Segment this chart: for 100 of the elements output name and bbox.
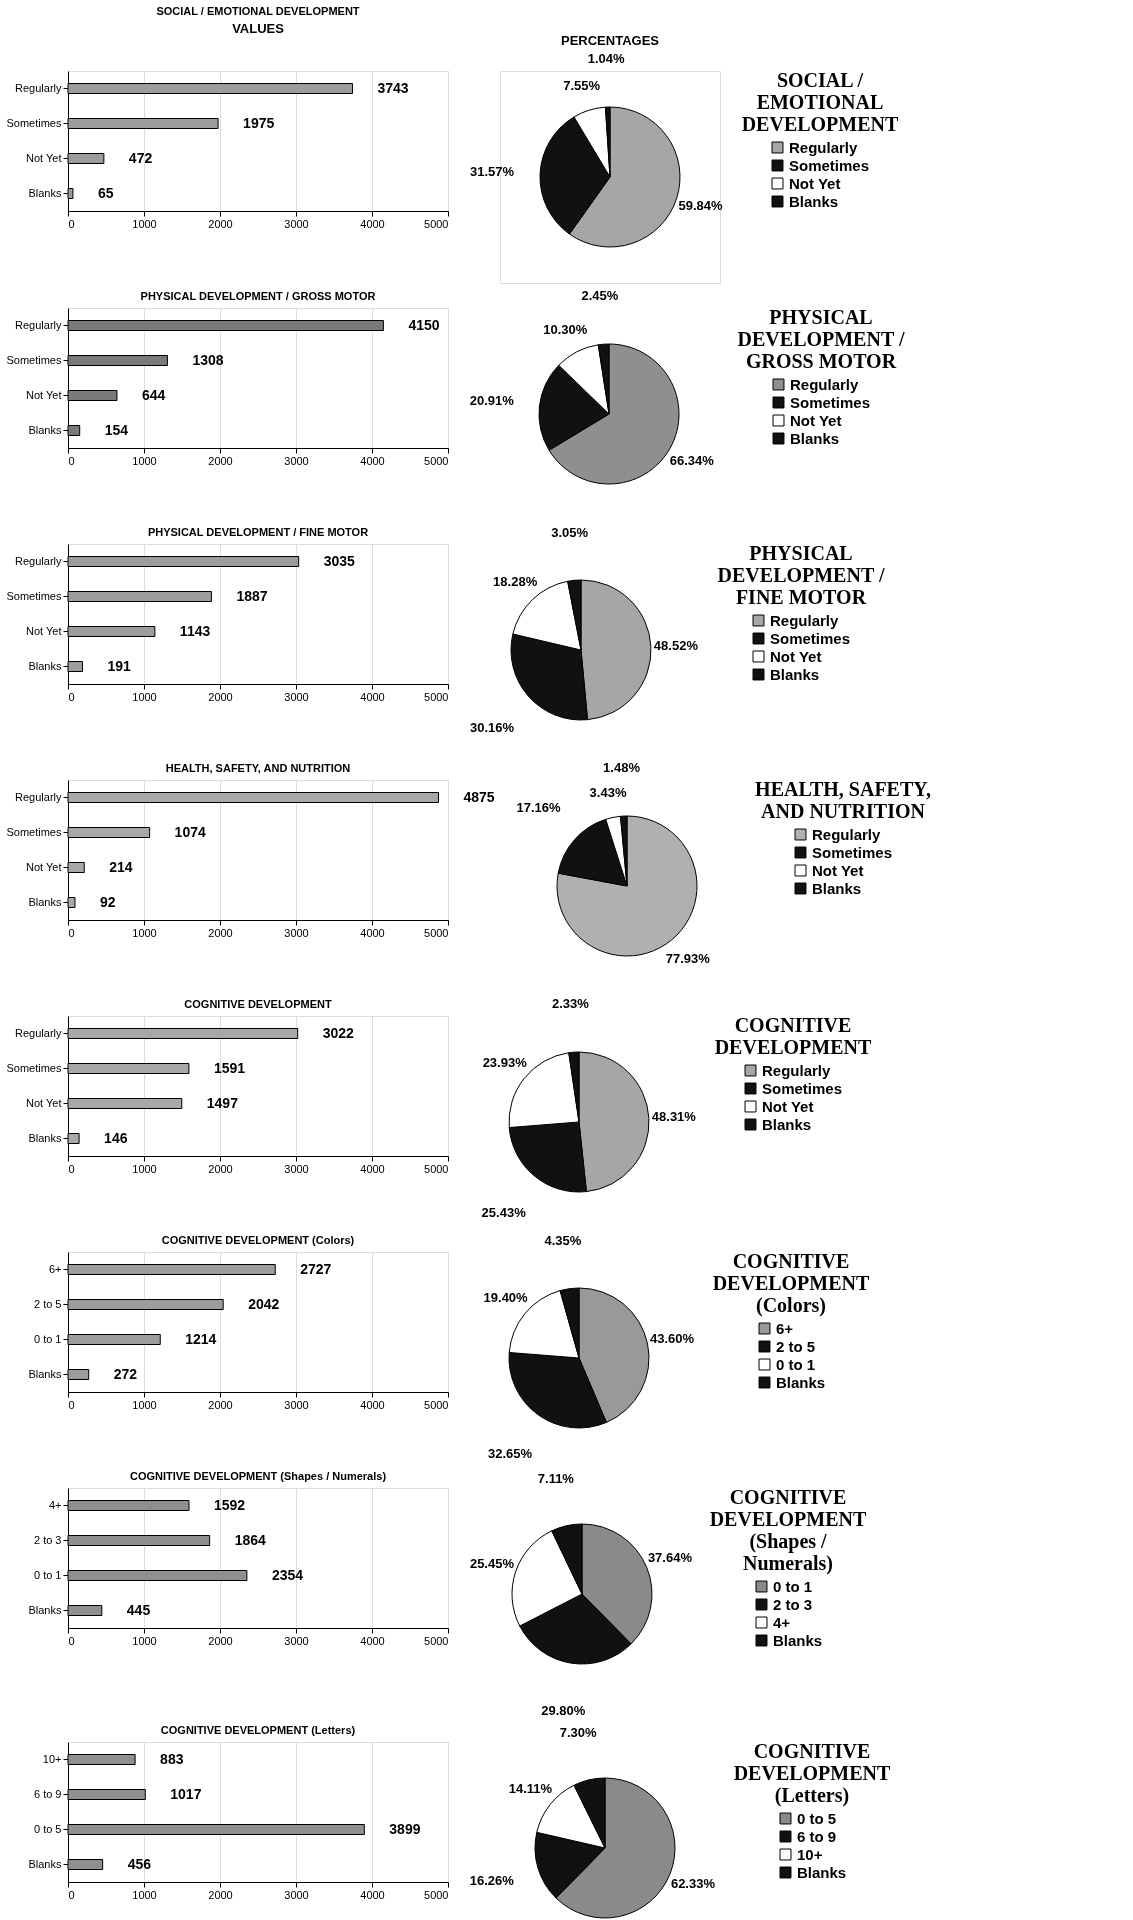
y-tick-label: 0 to 1	[33, 1332, 62, 1345]
legend-title: HEALTH, SAFETY, AND NUTRITION	[755, 778, 931, 822]
data-label: 3035	[323, 552, 356, 569]
x-tick-label: 2000	[208, 926, 233, 939]
data-label: 4.35%	[544, 1233, 582, 1249]
data-label: 1308	[192, 351, 224, 368]
legend-label: Not Yet	[762, 1097, 814, 1115]
x-tick-label: 2000	[208, 1888, 233, 1901]
data-label: 1214	[185, 1330, 217, 1347]
data-label: 92	[99, 893, 116, 910]
y-tick-label: Not Yet	[26, 151, 62, 164]
x-tick-label: 2000	[208, 1162, 233, 1175]
x-tick-label: 3000	[284, 217, 309, 230]
data-label: 32.65%	[488, 1445, 533, 1461]
data-label: 23.93%	[482, 1054, 528, 1070]
y-tick-label: 6 to 9	[33, 1787, 62, 1800]
data-label: 3899	[389, 1820, 421, 1837]
y-tick-label: Regularly	[15, 554, 62, 567]
data-label: 445	[126, 1601, 151, 1618]
x-tick-label: 1000	[132, 1162, 157, 1175]
data-label: 3.43%	[589, 784, 627, 800]
data-label: 2727	[300, 1260, 332, 1277]
data-label: 2042	[248, 1295, 280, 1312]
y-tick-label: Not Yet	[26, 1096, 62, 1109]
legend-label: Sometimes	[790, 393, 871, 411]
legend-label: Blanks	[790, 429, 840, 447]
legend-label: 6 to 9	[797, 1827, 837, 1845]
x-tick-label: 4000	[360, 1634, 385, 1647]
legend-label: 0 to 1	[776, 1355, 816, 1373]
data-label: 1.48%	[603, 760, 641, 776]
data-label: 272	[113, 1365, 138, 1382]
chart-title: PHYSICAL DEVELOPMENT / FINE MOTOR	[147, 526, 369, 538]
legend-label: Regularly	[770, 611, 840, 629]
y-tick-label: Sometimes	[6, 353, 62, 366]
data-label: 31.57%	[470, 164, 515, 180]
x-tick-label: 0	[68, 1888, 75, 1901]
chart-title: COGNITIVE DEVELOPMENT (Shapes / Numerals)	[129, 1470, 387, 1482]
y-tick-label: 10+	[42, 1752, 62, 1765]
legend-label: Blanks	[773, 1631, 823, 1649]
data-label: 1887	[236, 587, 268, 604]
x-tick-label: 0	[68, 1634, 75, 1647]
y-tick-label: Sometimes	[6, 589, 62, 602]
data-label: 48.52%	[653, 637, 699, 653]
x-tick-label: 0	[68, 690, 75, 703]
data-label: 10.30%	[543, 321, 588, 337]
legend-label: Blanks	[789, 192, 839, 210]
x-tick-label: 1000	[132, 1888, 157, 1901]
legend-title: SOCIAL / EMOTIONAL DEVELOPMENT	[741, 69, 899, 135]
data-label: 7.55%	[563, 78, 601, 94]
x-tick-label: 4000	[360, 1888, 385, 1901]
data-label: 644	[141, 386, 166, 403]
legend-title: COGNITIVE DEVELOPMENT (Shapes / Numerals)	[709, 1486, 867, 1575]
x-tick-label: 3000	[284, 1398, 309, 1411]
legend-label: 2 to 5	[776, 1337, 816, 1355]
data-label: 20.91%	[469, 392, 515, 408]
x-tick-label: 0	[68, 217, 75, 230]
y-tick-label: Sometimes	[6, 1061, 62, 1074]
legend-label: Sometimes	[770, 629, 851, 647]
x-tick-label: 1000	[132, 454, 157, 467]
data-label: 1017	[170, 1785, 202, 1802]
data-label: 4150	[408, 316, 440, 333]
x-tick-label: 0	[68, 926, 75, 939]
x-tick-label: 3000	[284, 690, 309, 703]
legend-label: Not Yet	[789, 174, 841, 192]
legend-title: COGNITIVE DEVELOPMENT	[714, 1014, 872, 1058]
legend-label: Sometimes	[812, 843, 893, 861]
legend-label: Blanks	[797, 1863, 847, 1881]
data-label: 7.11%	[537, 1470, 575, 1486]
y-tick-label: Blanks	[28, 659, 62, 672]
data-label: 3022	[322, 1024, 355, 1041]
data-label: 1864	[234, 1531, 267, 1548]
x-tick-label: 5000	[424, 1398, 449, 1411]
y-tick-label: Regularly	[15, 81, 62, 94]
legend-label: Not Yet	[790, 411, 842, 429]
data-label: 1975	[243, 114, 275, 131]
legend-label: 4+	[773, 1613, 791, 1631]
x-tick-label: 5000	[424, 690, 449, 703]
legend-label: Sometimes	[762, 1079, 843, 1097]
data-label: 25.43%	[481, 1204, 527, 1220]
legend-label: 0 to 5	[797, 1809, 837, 1827]
data-label: 37.64%	[647, 1550, 693, 1566]
y-tick-label: Blanks	[28, 1131, 62, 1144]
chart-title: SOCIAL / EMOTIONAL DEVELOPMENT	[156, 5, 360, 17]
legend-label: Regularly	[762, 1061, 832, 1079]
data-label: 3.05%	[551, 524, 589, 540]
chart-title: COGNITIVE DEVELOPMENT (Letters)	[160, 1724, 356, 1736]
x-tick-label: 2000	[208, 217, 233, 230]
data-label: 65	[97, 184, 114, 201]
x-tick-label: 0	[68, 454, 75, 467]
data-label: 456	[127, 1855, 152, 1872]
y-tick-label: 0 to 5	[33, 1822, 62, 1835]
data-label: 1074	[174, 823, 206, 840]
x-tick-label: 1000	[132, 217, 157, 230]
data-label: 17.16%	[516, 799, 562, 815]
y-tick-label: 0 to 1	[33, 1568, 62, 1581]
y-tick-label: Not Yet	[26, 388, 62, 401]
x-tick-label: 3000	[284, 1888, 309, 1901]
x-tick-label: 5000	[424, 1162, 449, 1175]
data-label: 191	[107, 657, 132, 674]
data-label: 7.30%	[559, 1725, 598, 1741]
